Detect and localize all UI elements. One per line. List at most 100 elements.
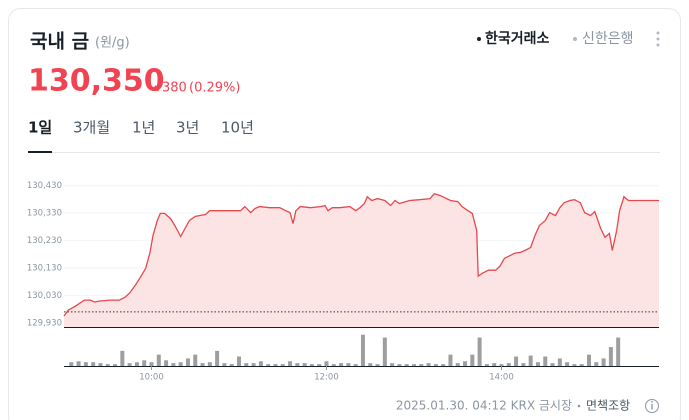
volume-bar: [113, 364, 118, 366]
price-area: [64, 193, 659, 327]
volume-bar: [156, 354, 161, 366]
volume-bar: [142, 360, 147, 366]
volume-bar: [441, 364, 446, 366]
volume-bar: [608, 347, 613, 366]
source-tab[interactable]: 한국거래소: [485, 31, 550, 47]
volume-bar: [470, 354, 475, 366]
volume-bar: [579, 364, 584, 366]
volume-bar: [433, 364, 438, 366]
volume-bar: [506, 363, 511, 366]
volume-bar: [127, 363, 132, 366]
volume-bar: [288, 361, 293, 366]
volume-bar: [601, 358, 606, 366]
volume-bar: [207, 362, 212, 366]
volume-bar: [404, 364, 409, 366]
volume-bar: [390, 363, 395, 366]
volume-bar: [164, 360, 169, 366]
disclaimer[interactable]: 면책조항: [586, 398, 630, 413]
bullet: [573, 37, 577, 41]
volume-bar: [463, 361, 468, 366]
up-arrow: [152, 85, 159, 91]
volume-bar: [266, 364, 271, 366]
tab[interactable]: 10년: [221, 119, 254, 137]
volume-bar: [69, 362, 74, 366]
volume-bar: [528, 355, 533, 366]
volume-bar: [514, 356, 519, 366]
volume-bar: [543, 356, 548, 366]
volume-bar: [616, 337, 621, 366]
volume-bar: [455, 363, 460, 366]
volume-bar: [171, 363, 176, 366]
separator: [577, 404, 581, 408]
volume-bar: [185, 358, 190, 366]
tab[interactable]: 1일: [28, 119, 52, 137]
price-line: [63, 192, 659, 317]
volume-bar: [412, 364, 416, 366]
volume-bar: [426, 363, 431, 366]
volume-bar: [368, 363, 373, 366]
volume-bar: [397, 364, 402, 366]
chart: 129,930 130,030 130,130 130,230 130,330 130,4…: [27, 181, 659, 383]
more-button[interactable]: [656, 31, 660, 47]
volume-bar: [83, 362, 88, 366]
volume-bar: [91, 362, 96, 366]
volume-bar: [499, 364, 504, 366]
volume-bar: [360, 334, 365, 366]
volume-bar: [484, 364, 489, 366]
title: 국내 금: [30, 31, 89, 53]
volume-bar: [98, 363, 103, 366]
volume-bar: [375, 364, 380, 366]
tab[interactable]: 3개월: [73, 119, 110, 137]
volume-bar: [273, 364, 278, 366]
timestamp: 2025.01.30. 04:12 KRX 금시장: [396, 399, 572, 413]
volume-bar: [251, 363, 256, 366]
volume-bar: [382, 337, 387, 366]
volume-bar: [193, 354, 198, 366]
volume-bar: [339, 363, 344, 366]
volume-bar: [280, 364, 285, 366]
volume-bar: [237, 356, 241, 366]
volume-bar: [229, 364, 234, 366]
volume-bar: [215, 350, 220, 366]
x-tick-label: 14:00: [489, 373, 514, 383]
price: 130,350: [28, 64, 165, 99]
volume-bar: [309, 364, 314, 366]
volume-bar: [76, 361, 81, 366]
x-tick-label: 12:00: [314, 373, 339, 383]
volume-bar: [120, 350, 125, 366]
volume-bar: [572, 364, 577, 366]
volume-bar: [331, 364, 336, 366]
volume-bar: [353, 364, 358, 366]
volume-bar: [244, 363, 249, 366]
volume-bar: [346, 363, 351, 366]
info-icon[interactable]: [645, 399, 659, 413]
volume-bar: [565, 362, 570, 366]
tab[interactable]: 3년: [176, 119, 199, 137]
volume-bar: [477, 337, 482, 366]
volume-bar: [324, 361, 329, 366]
volume-bar: [448, 354, 453, 366]
volume-bar: [134, 362, 139, 366]
volume-bar: [521, 363, 526, 366]
tab[interactable]: 1년: [132, 119, 155, 137]
volume-bar: [149, 362, 154, 366]
price-change-rate: (0.29%): [189, 81, 240, 96]
volume-bar: [258, 361, 263, 366]
volume-bar: [587, 354, 591, 366]
volume-bar: [594, 362, 599, 366]
volume-bar: [178, 362, 183, 366]
y-tick-label: 130,230: [27, 236, 62, 246]
source-tab[interactable]: 신한은행: [582, 31, 634, 47]
y-tick-label: 130,430: [27, 181, 62, 191]
volume-bar: [295, 363, 300, 366]
volume-bar: [105, 364, 110, 366]
volume-bar: [317, 364, 322, 366]
volume-bar: [200, 363, 205, 366]
volume-bar: [222, 363, 227, 366]
y-tick-label: 130,130: [27, 264, 62, 274]
x-tick-label: 10:00: [139, 373, 164, 383]
price-change: 380: [162, 81, 187, 96]
volume-bar: [492, 363, 497, 366]
